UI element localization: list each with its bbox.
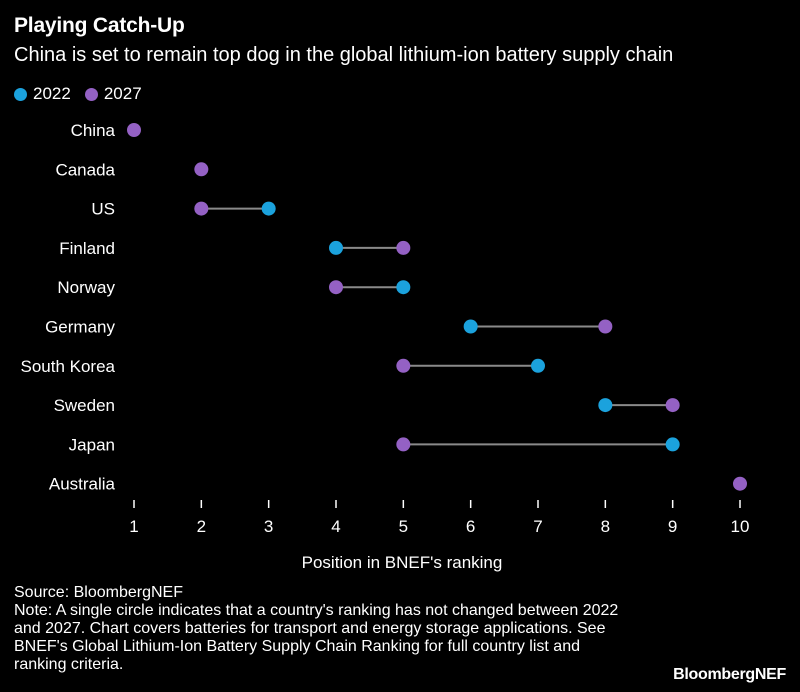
x-tick-label-2: 2	[197, 517, 206, 536]
y-label-china: China	[71, 121, 116, 140]
x-tick-label-5: 5	[399, 517, 408, 536]
y-label-australia: Australia	[49, 475, 116, 494]
legend-dot-2022	[14, 87, 27, 101]
chart-subtitle: China is set to remain top dog in the gl…	[14, 44, 674, 66]
point-2027-us	[194, 201, 209, 216]
note-text: Note: A single circle indicates that a c…	[14, 602, 619, 673]
x-tick-label-10: 10	[731, 517, 750, 536]
legend-label-2022: 2022	[33, 84, 71, 103]
point-2022-norway	[396, 280, 411, 295]
point-2027-canada	[194, 162, 209, 177]
footer-notes: Source: BloombergNEF Note: A single circ…	[14, 584, 634, 674]
x-axis-label: Position in BNEF's ranking	[301, 553, 503, 572]
point-2027-south-korea	[396, 358, 411, 373]
legend-item-2027: 2027	[84, 84, 142, 104]
x-tick-label-4: 4	[331, 517, 340, 536]
point-2022-us	[261, 201, 276, 216]
y-label-germany: Germany	[45, 318, 115, 337]
point-2027-finland	[396, 240, 411, 255]
point-2022-finland	[329, 240, 343, 255]
point-2022-germany	[463, 319, 478, 334]
chart-title: Playing Catch-Up	[14, 14, 185, 37]
x-tick-label-7: 7	[533, 517, 542, 536]
brand-logo-text: BloombergNEF	[673, 666, 786, 683]
x-tick-label-6: 6	[466, 517, 475, 536]
point-2022-sweden	[598, 398, 613, 413]
y-label-finland: Finland	[59, 239, 115, 258]
point-2027-germany	[598, 319, 613, 334]
point-2027-australia	[733, 476, 747, 491]
source-text: Source: BloombergNEF	[14, 584, 183, 601]
point-2022-south-korea	[531, 358, 545, 373]
x-tick-label-9: 9	[668, 517, 677, 536]
y-label-japan: Japan	[69, 435, 115, 454]
legend-label-2027: 2027	[103, 84, 142, 103]
y-label-norway: Norway	[57, 278, 115, 297]
point-2022-japan	[665, 437, 680, 452]
x-tick-label-3: 3	[264, 517, 273, 536]
x-tick-label-1: 1	[129, 517, 138, 536]
legend-item-2022: 2022	[14, 84, 71, 104]
point-2027-china	[127, 123, 141, 137]
point-2027-sweden	[665, 398, 680, 413]
y-label-sweden: Sweden	[54, 396, 115, 415]
y-label-canada: Canada	[55, 160, 115, 179]
y-label-us: US	[91, 200, 115, 219]
legend-dot-2027	[84, 87, 98, 101]
y-label-south-korea: South Korea	[20, 357, 115, 376]
legend: 2022 2027	[14, 84, 156, 104]
point-2027-japan	[396, 437, 411, 452]
point-2027-norway	[329, 280, 343, 295]
x-tick-label-8: 8	[601, 517, 610, 536]
